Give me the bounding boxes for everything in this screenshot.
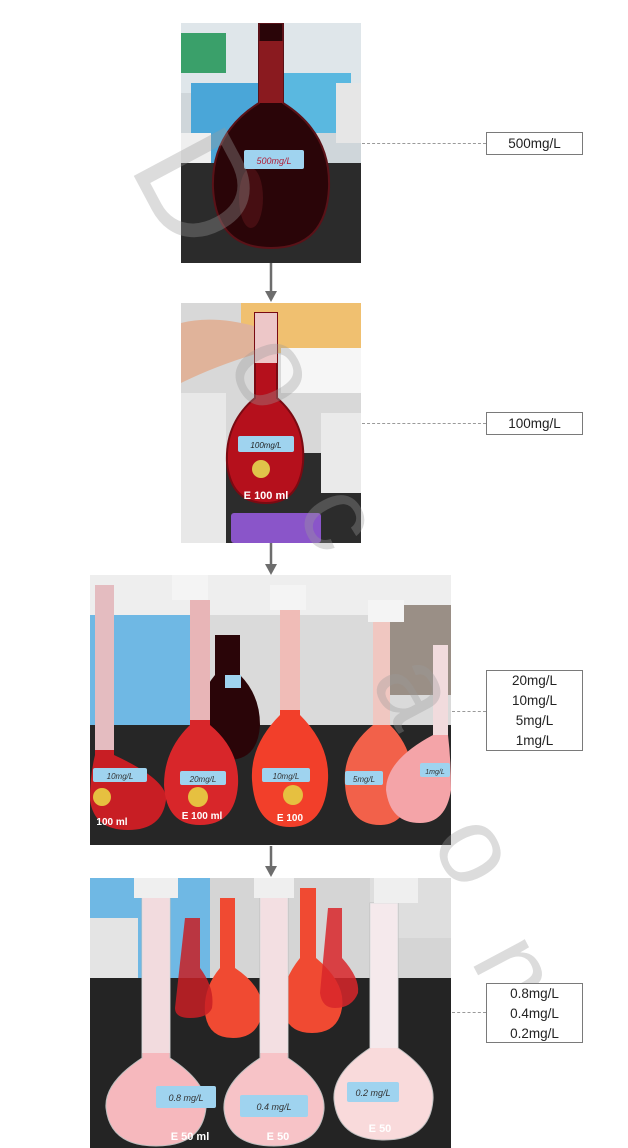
flask-label-c: 10mg/L (273, 772, 300, 781)
flask-label-02: 0.2 mg/L (355, 1088, 390, 1098)
flask-label-a: 10mg/L (107, 772, 134, 781)
flask-02 (333, 878, 434, 1141)
photo-flasks-08-04-02: 0.8 mg/L 0.4 mg/L 0.2 mg/L E 50 ml E 50 … (90, 878, 451, 1148)
concentration-1: 1mg/L (515, 733, 554, 748)
leader-line-4 (452, 1012, 486, 1013)
concentration-label-100: 100mg/L (486, 412, 583, 435)
leader-line-1 (362, 143, 486, 144)
arrow-down-icon (265, 846, 277, 877)
concentration-5: 5mg/L (515, 713, 554, 728)
concentration-label-group-3: 20mg/L 10mg/L 5mg/L 1mg/L (486, 670, 583, 751)
arrow-down-icon (265, 543, 277, 575)
flask-label-08: 0.8 mg/L (168, 1093, 203, 1103)
photo-flasks-20-10-5-1: 10mg/L 20mg/L 10mg/L 5mg/L 1mg/L 100 ml … (90, 575, 451, 845)
leader-line-3 (452, 711, 486, 712)
flask-marking-a: 100 ml (96, 817, 127, 828)
flask-500-label (244, 150, 304, 169)
flask-100-marking: E 100 ml (244, 490, 289, 502)
flask-label-d: 5mg/L (353, 775, 375, 784)
flask-500-illustration: 500mg/L (181, 23, 361, 263)
flask-1 (386, 645, 451, 823)
concentration-20: 20mg/L (511, 673, 558, 688)
concentration-0.8: 0.8mg/L (510, 986, 559, 1001)
concentration-500: 500mg/L (508, 136, 561, 151)
arrow-down-1 (264, 263, 278, 303)
photo-flask-500: 500mg/L (181, 23, 361, 263)
concentration-label-group-4: 0.8mg/L 0.4mg/L 0.2mg/L (486, 983, 583, 1043)
flask-row-illustration: 10mg/L 20mg/L 10mg/L 5mg/L 1mg/L 100 ml … (90, 575, 451, 845)
arrow-down-3 (264, 846, 278, 878)
concentration-0.4: 0.4mg/L (510, 1006, 559, 1021)
flask-04 (223, 878, 325, 1147)
flask-label-e: 1mg/L (425, 769, 445, 776)
arrow-down-icon (265, 263, 277, 302)
flask-marking-c: E 100 (277, 813, 304, 824)
flask-marking-02: E 50 (369, 1123, 392, 1135)
flask-marking-b: E 100 ml (182, 811, 223, 822)
flask-label-04: 0.4 mg/L (256, 1102, 291, 1112)
flask-100-label-text: 100mg/L (250, 441, 281, 450)
flask-20b (164, 575, 239, 825)
concentration-10: 10mg/L (511, 693, 558, 708)
flask-500-label-text: 500mg/L (256, 156, 291, 166)
leader-line-2 (362, 423, 486, 424)
flask-marking-04: E 50 (267, 1131, 290, 1143)
photo-flask-100: 100mg/L E 100 ml (181, 303, 361, 543)
concentration-label-500: 500mg/L (486, 132, 583, 155)
concentration-100: 100mg/L (508, 416, 561, 431)
flask-100-label (238, 436, 294, 452)
arrow-down-2 (264, 543, 278, 576)
concentration-0.2: 0.2mg/L (510, 1026, 559, 1041)
flask-label-b: 20mg/L (189, 775, 217, 784)
flask-row-small-illustration: 0.8 mg/L 0.4 mg/L 0.2 mg/L E 50 ml E 50 … (90, 878, 451, 1148)
flask-08 (105, 878, 207, 1147)
flask-100-illustration: 100mg/L E 100 ml (181, 303, 361, 543)
flask-marking-08: E 50 ml (171, 1131, 210, 1143)
